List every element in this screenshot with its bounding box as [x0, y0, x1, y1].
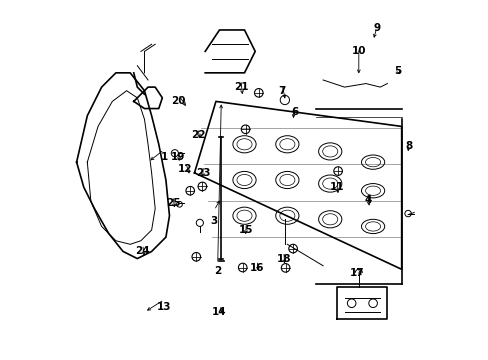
Text: 13: 13	[157, 302, 171, 312]
Text: 9: 9	[372, 23, 380, 33]
Text: 18: 18	[276, 253, 290, 264]
Text: 4: 4	[363, 195, 371, 204]
Text: 5: 5	[394, 66, 401, 76]
Text: 16: 16	[249, 262, 264, 273]
Text: 10: 10	[351, 46, 366, 57]
Text: 6: 6	[290, 107, 298, 117]
Text: 3: 3	[210, 216, 217, 226]
Text: 20: 20	[171, 96, 185, 107]
Text: 14: 14	[212, 307, 226, 317]
Text: 2: 2	[214, 266, 221, 276]
Text: 24: 24	[135, 247, 150, 256]
Text: 1: 1	[160, 152, 167, 162]
Text: 15: 15	[239, 225, 253, 235]
Text: 21: 21	[233, 82, 248, 92]
Text: 23: 23	[196, 168, 210, 178]
Text: 7: 7	[278, 86, 285, 96]
Text: 8: 8	[405, 141, 411, 151]
Text: 17: 17	[349, 268, 364, 278]
Text: 22: 22	[190, 130, 205, 140]
Text: 25: 25	[165, 198, 180, 208]
Text: 11: 11	[329, 182, 344, 192]
Text: 12: 12	[178, 164, 192, 174]
Text: 19: 19	[171, 152, 185, 162]
